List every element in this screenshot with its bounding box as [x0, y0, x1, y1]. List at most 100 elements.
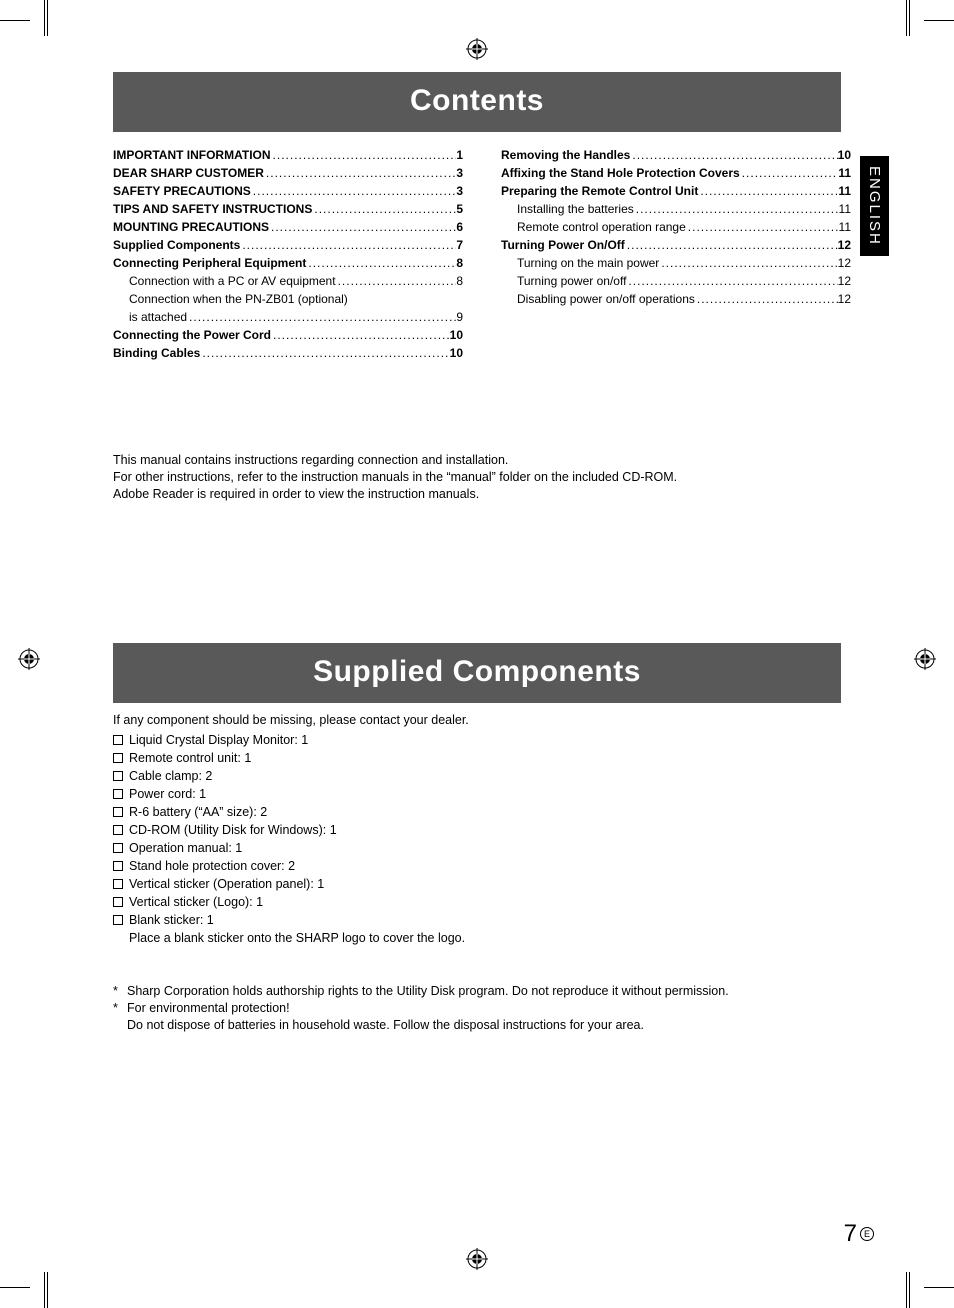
toc-page: 5: [456, 200, 463, 218]
toc-entry: IMPORTANT INFORMATION1: [113, 146, 463, 164]
toc-entry: MOUNTING PRECAUTIONS6: [113, 218, 463, 236]
crop-mark: [0, 1287, 30, 1288]
toc-label: Installing the batteries: [501, 200, 634, 218]
toc-page: 12: [838, 254, 851, 272]
toc-label: Affixing the Stand Hole Protection Cover…: [501, 164, 740, 182]
toc-dots: [251, 182, 457, 200]
toc-label: Disabling power on/off operations: [501, 290, 695, 308]
language-tab: ENGLISH: [860, 156, 889, 256]
toc-label: Turning power on/off: [501, 272, 626, 290]
components-list: Liquid Crystal Display Monitor: 1Remote …: [113, 731, 841, 929]
toc-label: MOUNTING PRECAUTIONS: [113, 218, 269, 236]
toc-dots: [269, 218, 456, 236]
crop-mark: [909, 0, 910, 36]
toc-page: 12: [838, 290, 851, 308]
toc-dots: [698, 182, 838, 200]
toc-label: Preparing the Remote Control Unit: [501, 182, 698, 200]
crop-mark: [47, 0, 48, 36]
component-item: Liquid Crystal Display Monitor: 1: [113, 731, 841, 749]
component-item: Blank sticker: 1: [113, 911, 841, 929]
toc-entry: Turning Power On/Off 12: [501, 236, 851, 254]
toc-label: SAFETY PRECAUTIONS: [113, 182, 251, 200]
toc-dots: [312, 200, 456, 218]
toc-page: 11: [839, 200, 851, 218]
registration-mark-icon: [466, 1248, 488, 1270]
crop-mark: [924, 1287, 954, 1288]
crop-mark: [44, 1272, 45, 1308]
toc-entry: SAFETY PRECAUTIONS 3: [113, 182, 463, 200]
toc-dots: [200, 344, 449, 362]
toc-entry: Connecting Peripheral Equipment 8: [113, 254, 463, 272]
toc-page: 7: [456, 236, 463, 254]
toc-dots: [626, 272, 837, 290]
toc-entry: Removing the Handles 10: [501, 146, 851, 164]
toc-entry: Connection when the PN-ZB01 (optional): [113, 290, 463, 308]
note-line: Adobe Reader is required in order to vie…: [113, 486, 841, 503]
component-item: CD-ROM (Utility Disk for Windows): 1: [113, 821, 841, 839]
component-item: Vertical sticker (Operation panel): 1: [113, 875, 841, 893]
footnote-line: Do not dispose of batteries in household…: [113, 1017, 841, 1034]
toc-page: 11: [839, 218, 851, 236]
toc-entry: Installing the batteries 11: [501, 200, 851, 218]
toc-page: 10: [450, 326, 463, 344]
toc-dots: [336, 272, 457, 290]
toc-dots: [634, 200, 839, 218]
crop-mark: [924, 20, 954, 21]
toc-label: DEAR SHARP CUSTOMER: [113, 164, 264, 182]
manual-note: This manual contains instructions regard…: [113, 452, 841, 503]
toc-entry: Binding Cables10: [113, 344, 463, 362]
toc-page: 11: [838, 164, 851, 182]
toc-entry: Connection with a PC or AV equipment8: [113, 272, 463, 290]
components-intro: If any component should be missing, plea…: [113, 711, 841, 729]
note-line: This manual contains instructions regard…: [113, 452, 841, 469]
toc-page: 11: [838, 182, 851, 200]
toc-label: Turning Power On/Off: [501, 236, 625, 254]
toc-entry: Preparing the Remote Control Unit 11: [501, 182, 851, 200]
crop-mark: [909, 1272, 910, 1308]
toc-label: Removing the Handles: [501, 146, 630, 164]
toc-page: 3: [456, 164, 463, 182]
toc-page: 12: [838, 272, 851, 290]
crop-mark: [0, 20, 30, 21]
toc-entry: Disabling power on/off operations 12: [501, 290, 851, 308]
toc-dots: [630, 146, 837, 164]
toc-page: 10: [450, 344, 463, 362]
footnote-line: *Sharp Corporation holds authorship righ…: [113, 983, 841, 1000]
toc-page: 12: [838, 236, 851, 254]
toc-label: Connection with a PC or AV equipment: [113, 272, 336, 290]
toc-page: 8: [456, 254, 463, 272]
toc-entry: DEAR SHARP CUSTOMER 3: [113, 164, 463, 182]
toc-dots: [306, 254, 456, 272]
toc-entry: is attached9: [113, 308, 463, 326]
note-line: For other instructions, refer to the ins…: [113, 469, 841, 486]
toc-entry: Turning power on/off 12: [501, 272, 851, 290]
toc-page: 3: [456, 182, 463, 200]
toc-dots: [695, 290, 838, 308]
crop-mark: [44, 0, 45, 36]
toc-page: 10: [838, 146, 851, 164]
component-item: Remote control unit: 1: [113, 749, 841, 767]
toc-label: Connecting Peripheral Equipment: [113, 254, 306, 272]
table-of-contents: IMPORTANT INFORMATION1DEAR SHARP CUSTOME…: [113, 146, 841, 362]
component-item: Vertical sticker (Logo): 1: [113, 893, 841, 911]
components-subnote: Place a blank sticker onto the SHARP log…: [113, 929, 841, 947]
footnote-line: *For environmental protection!: [113, 1000, 841, 1017]
toc-entry: Remote control operation range 11: [501, 218, 851, 236]
component-item: R-6 battery (“AA” size): 2: [113, 803, 841, 821]
toc-label: Remote control operation range: [501, 218, 686, 236]
toc-entry: Connecting the Power Cord10: [113, 326, 463, 344]
toc-dots: [686, 218, 839, 236]
supplied-components-heading: Supplied Components: [113, 643, 841, 703]
toc-dots: [659, 254, 837, 272]
component-item: Stand hole protection cover: 2: [113, 857, 841, 875]
toc-entry: Affixing the Stand Hole Protection Cover…: [501, 164, 851, 182]
crop-mark: [47, 1272, 48, 1308]
toc-page: 1: [456, 146, 463, 164]
registration-mark-icon: [18, 648, 40, 670]
page-suffix-icon: E: [860, 1227, 874, 1241]
toc-label: Turning on the main power: [501, 254, 659, 272]
toc-dots: [264, 164, 456, 182]
toc-dots: [625, 236, 838, 254]
toc-entry: Supplied Components7: [113, 236, 463, 254]
toc-dots: [271, 326, 450, 344]
